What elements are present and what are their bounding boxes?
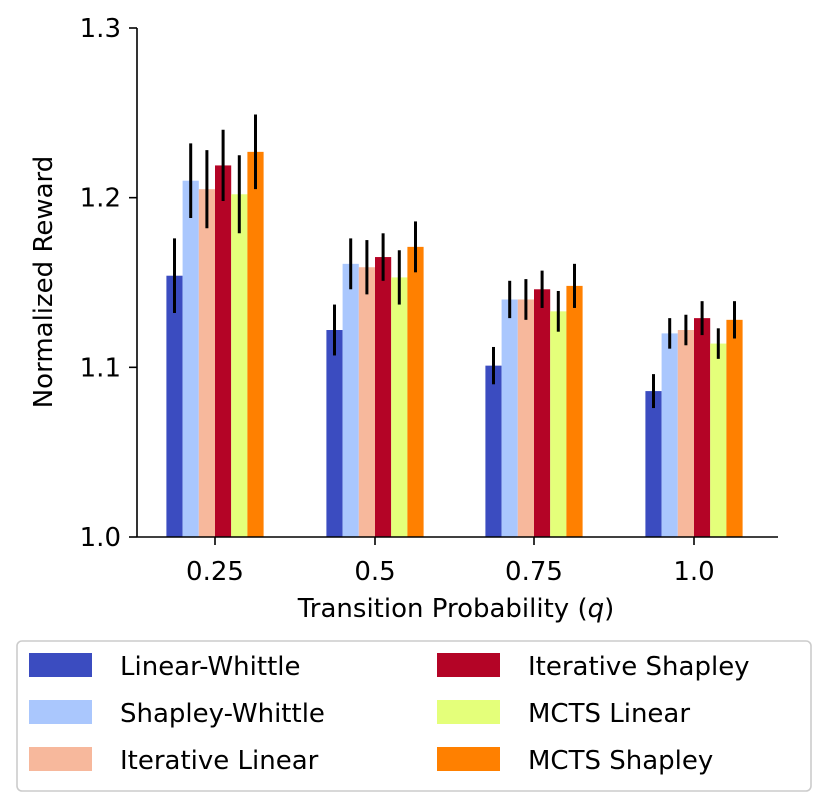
x-tick-label: 0.5 [354, 557, 395, 587]
bar [550, 311, 567, 537]
bar [407, 246, 424, 537]
error-bars-group [173, 114, 736, 409]
bar [501, 299, 518, 537]
bar [215, 165, 232, 537]
legend-swatch [437, 700, 500, 724]
legend-swatch [29, 653, 92, 677]
y-ticks-group: 1.0 1.1 1.2 1.3 [80, 14, 137, 553]
legend-swatch [29, 700, 92, 724]
bar [247, 151, 264, 538]
bars-group [166, 151, 743, 538]
y-tick-label: 1.0 [80, 523, 121, 553]
y-axis-title: Normalized Reward [29, 156, 59, 409]
bar [726, 319, 743, 537]
legend-label: MCTS Shapley [528, 746, 713, 776]
legend-label: Iterative Linear [120, 746, 319, 776]
bar [391, 277, 408, 537]
x-tick-label: 1.0 [673, 557, 714, 587]
legend-label: Linear-Whittle [120, 652, 301, 682]
x-axis-title-close: ) [604, 594, 614, 624]
bar [645, 391, 662, 537]
bar [342, 263, 359, 537]
x-axis-title: Transition Probability (q) [297, 594, 615, 624]
bar [485, 365, 502, 537]
bar [326, 330, 343, 537]
legend-frame [16, 640, 812, 792]
legend-swatch [437, 653, 500, 677]
bar [182, 180, 199, 537]
y-tick-label: 1.2 [80, 184, 121, 214]
bar [534, 289, 551, 537]
bar [375, 257, 392, 537]
legend-label: Iterative Shapley [528, 652, 750, 682]
x-tick-label: 0.75 [505, 557, 563, 587]
bar [198, 189, 215, 537]
legend: Linear-Whittle Shapley-Whittle Iterative L… [16, 640, 812, 792]
bar [694, 318, 711, 537]
bar [358, 267, 375, 537]
x-axis-title-main: Transition Probability ( [297, 594, 588, 624]
y-tick-label: 1.3 [80, 14, 121, 44]
bar [661, 333, 678, 537]
bar [517, 299, 534, 537]
axes-group [136, 28, 778, 538]
bar [710, 343, 727, 537]
x-tick-label: 0.25 [186, 557, 244, 587]
bar [231, 194, 248, 537]
x-ticks-group: 0.25 0.5 0.75 1.0 [186, 537, 715, 587]
x-axis-title-variable: q [588, 594, 605, 624]
bar [677, 330, 694, 537]
legend-swatch [437, 747, 500, 771]
y-tick-label: 1.1 [80, 353, 121, 383]
legend-label: Shapley-Whittle [120, 699, 325, 729]
legend-label: MCTS Linear [528, 699, 690, 729]
bar [166, 275, 183, 537]
legend-items: Linear-Whittle Shapley-Whittle Iterative L… [29, 652, 750, 776]
bar [566, 285, 583, 537]
legend-swatch [29, 747, 92, 771]
